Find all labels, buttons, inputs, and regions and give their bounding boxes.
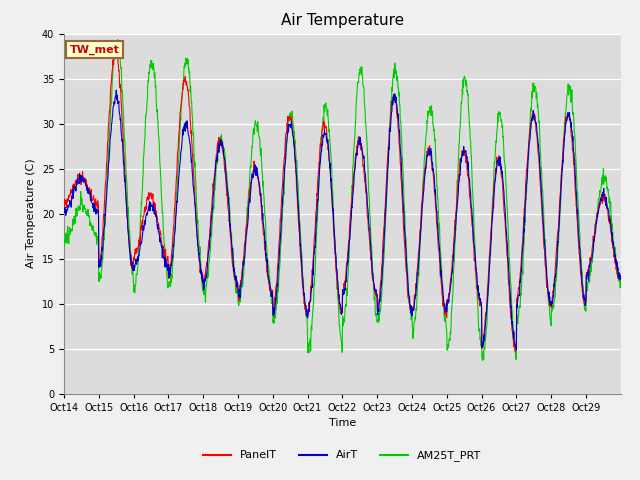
X-axis label: Time: Time xyxy=(329,418,356,428)
Title: Air Temperature: Air Temperature xyxy=(281,13,404,28)
Legend: PanelT, AirT, AM25T_PRT: PanelT, AirT, AM25T_PRT xyxy=(199,446,486,466)
Text: TW_met: TW_met xyxy=(70,44,120,55)
Y-axis label: Air Temperature (C): Air Temperature (C) xyxy=(26,159,36,268)
